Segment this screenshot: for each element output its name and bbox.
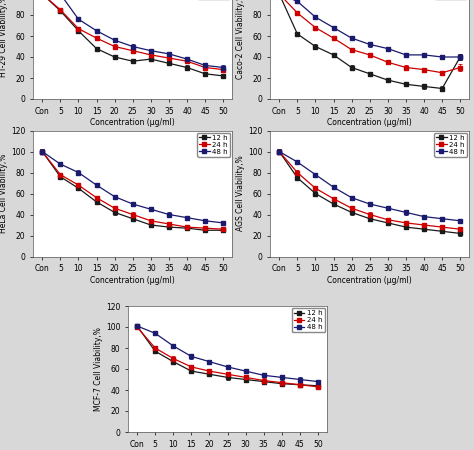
X-axis label: Concentration (μg/ml): Concentration (μg/ml): [91, 276, 175, 285]
Legend: 12 h, 24 h, 48 h: 12 h, 24 h, 48 h: [434, 133, 467, 157]
Y-axis label: HT-29 Cell Viability,%: HT-29 Cell Viability,%: [0, 0, 8, 77]
Y-axis label: HeLa Cell Viability,%: HeLa Cell Viability,%: [0, 154, 8, 233]
X-axis label: Concentration (μg/ml): Concentration (μg/ml): [91, 118, 175, 127]
Legend: 12 h, 24 h, 48 h: 12 h, 24 h, 48 h: [292, 308, 325, 333]
Y-axis label: AGS Cell Viability,%: AGS Cell Viability,%: [236, 156, 245, 231]
X-axis label: Concentration (μg/ml): Concentration (μg/ml): [328, 276, 412, 285]
Y-axis label: Caco-2 Cell Viability,%: Caco-2 Cell Viability,%: [236, 0, 245, 79]
Legend: 12 h, 24 h, 48 h: 12 h, 24 h, 48 h: [197, 133, 230, 157]
Y-axis label: MCF-7 Cell Viability,%: MCF-7 Cell Viability,%: [94, 327, 103, 411]
X-axis label: Concentration (μg/ml): Concentration (μg/ml): [328, 118, 412, 127]
